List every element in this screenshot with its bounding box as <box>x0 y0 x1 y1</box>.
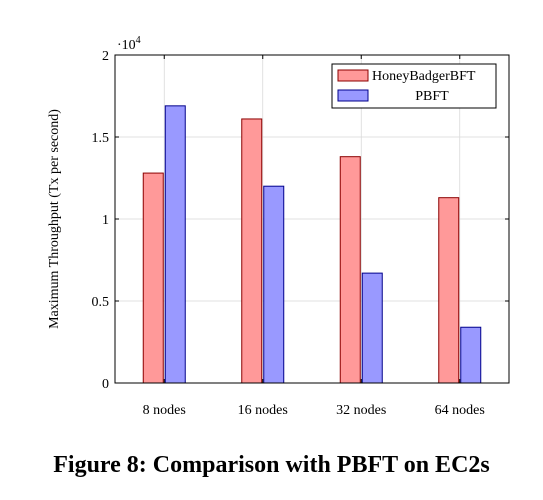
legend: HoneyBadgerBFT PBFT <box>331 63 497 109</box>
figure-caption: Figure 8: Comparison with PBFT on EC2s <box>53 452 490 478</box>
y-tick-label: 0 <box>102 377 109 392</box>
legend-swatch-pbft <box>337 89 369 102</box>
y-tick-label: 2 <box>102 49 109 64</box>
legend-label-honeybadgerbft: HoneyBadgerBFT <box>372 69 476 84</box>
bar-pbft <box>263 185 285 384</box>
y-tick-label: 1.5 <box>92 131 110 146</box>
legend-swatch-honeybadgerbft <box>337 69 369 82</box>
bar-pbft <box>460 326 482 384</box>
y-scale-exponent: 4 <box>136 35 141 46</box>
x-tick-label: 64 nodes <box>435 403 485 418</box>
y-scale-label: ·104 <box>117 35 141 53</box>
y-tick-label: 1 <box>102 213 109 228</box>
bar-honeybadgerbft <box>142 172 164 384</box>
y-axis-title: Maximum Throughput (Tx per second) <box>47 109 62 329</box>
x-tick-label: 8 nodes <box>143 403 186 418</box>
y-scale-prefix: ·10 <box>117 38 136 53</box>
y-tick-label: 0.5 <box>92 295 110 310</box>
bar-pbft <box>361 272 383 384</box>
bars <box>142 105 482 384</box>
ticks: 0 0.5 1 1.5 2 8 nodes 16 nodes 32 nodes 64 nodes <box>92 49 509 418</box>
bar-honeybadgerbft <box>339 156 361 384</box>
x-tick-label: 16 nodes <box>238 403 288 418</box>
legend-label-pbft: PBFT <box>415 89 449 104</box>
bar-chart: 0 0.5 1 1.5 2 8 nodes 16 nodes 32 nodes 64 nodes… <box>47 35 510 418</box>
x-tick-label: 32 nodes <box>336 403 386 418</box>
bar-honeybadgerbft <box>241 118 263 384</box>
bar-pbft <box>164 105 186 384</box>
bar-honeybadgerbft <box>438 197 460 384</box>
